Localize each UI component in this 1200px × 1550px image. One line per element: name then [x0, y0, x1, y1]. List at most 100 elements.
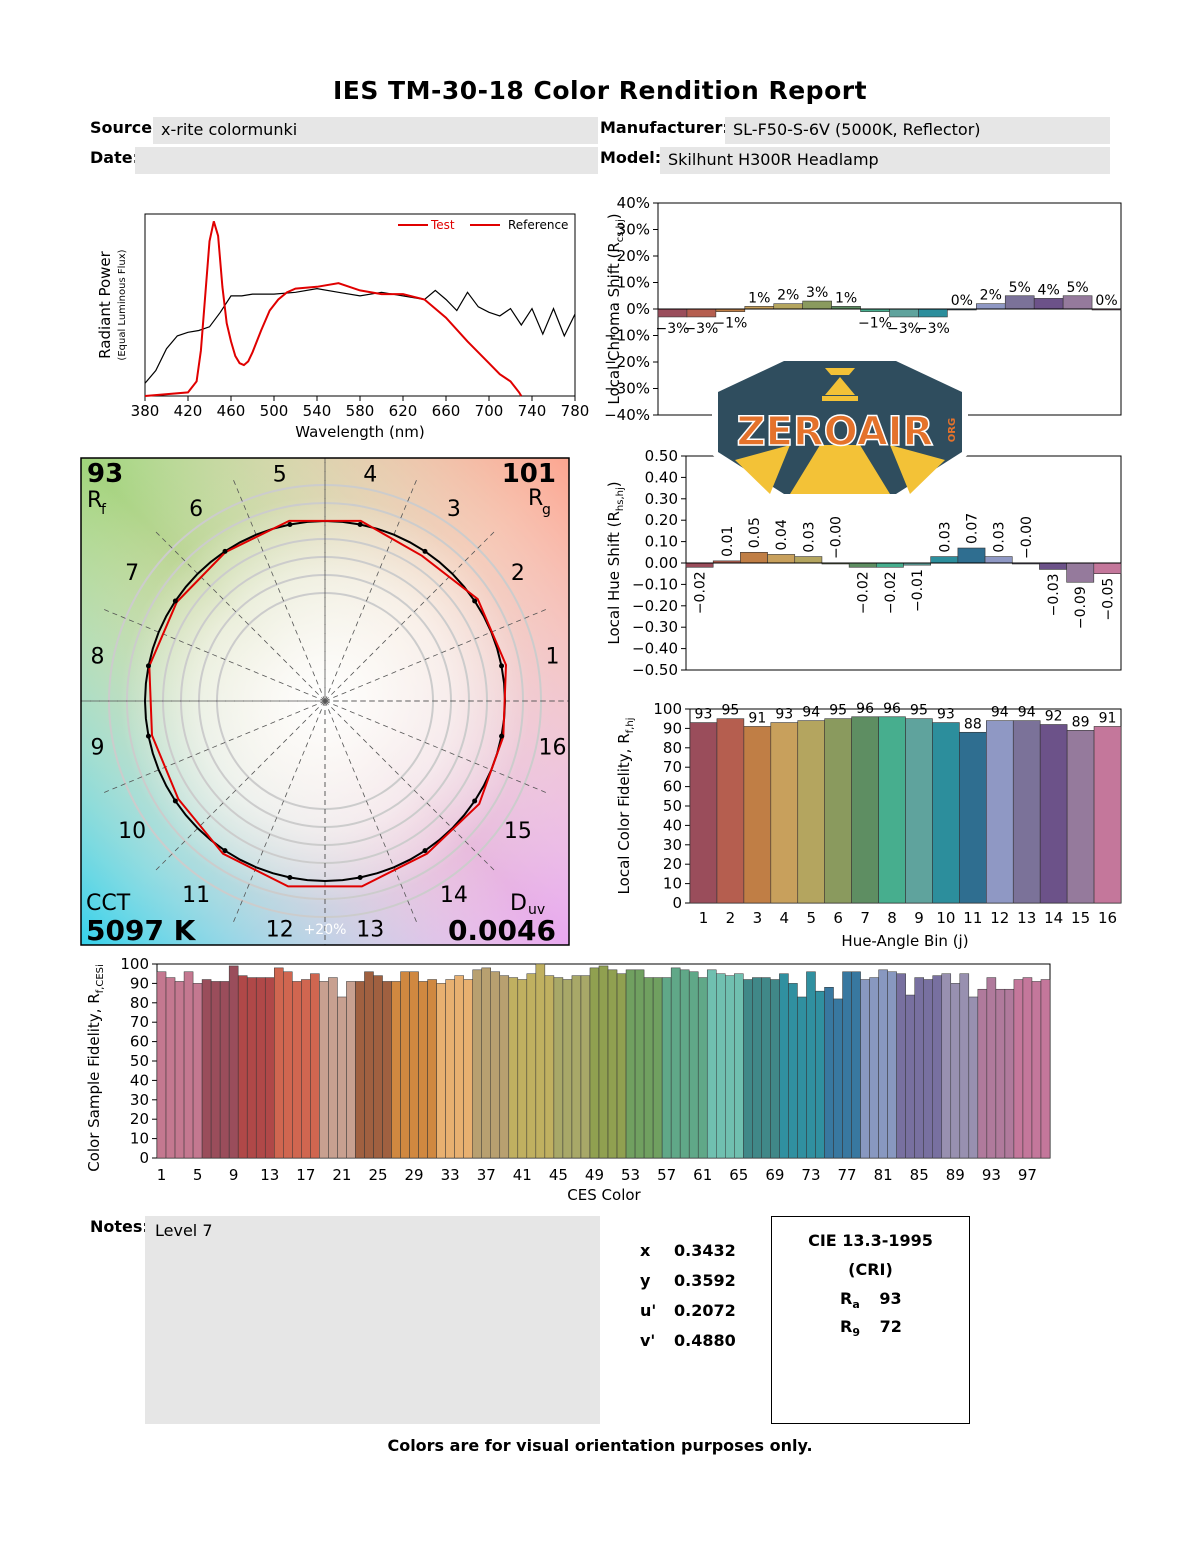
ytick-label: −0.20: [632, 597, 678, 615]
cvg-spoke: [324, 608, 547, 702]
ces-bar: [219, 981, 230, 1159]
cvg-bin-label: 8: [90, 645, 104, 670]
ces-bar: [274, 967, 284, 1159]
ces-bar: [400, 971, 410, 1159]
ces-bar: [860, 979, 870, 1159]
ces-bar: [643, 977, 654, 1159]
spd-xtick-label: 380: [131, 402, 160, 420]
bar: [1093, 726, 1122, 904]
bar-value-label: 1%: [748, 290, 770, 306]
spd-xtick-label: 580: [346, 402, 375, 420]
ces-xtick-label: 45: [549, 1166, 568, 1184]
ces-bar: [1022, 977, 1033, 1159]
ces-bar: [616, 973, 627, 1159]
ytick-label: −40%: [604, 406, 650, 424]
ces-bar: [174, 981, 185, 1159]
bar: [984, 556, 1013, 564]
cvg-bin-label: 4: [363, 462, 377, 487]
spd-xtick-label: 540: [303, 402, 332, 420]
bar: [1093, 562, 1122, 574]
xtick-label: 14: [1044, 909, 1063, 927]
ces-bar: [436, 983, 446, 1159]
ces-bar: [968, 996, 979, 1159]
ces-bar: [418, 981, 428, 1159]
cvg-reference-point: [222, 548, 228, 554]
ces-bar: [517, 979, 528, 1159]
ces-bar: [1004, 988, 1015, 1159]
cvg-bin-label: 3: [447, 497, 461, 522]
cvg-reference-point: [357, 875, 363, 881]
ytick-label: 10: [663, 875, 682, 893]
u-label: u': [640, 1301, 657, 1320]
ces-bar: [373, 975, 383, 1159]
ra-value: 93: [879, 1289, 902, 1308]
ces-bar: [355, 981, 365, 1159]
ces-bar: [427, 979, 437, 1159]
bar: [848, 562, 877, 568]
cvg-reference-point: [472, 598, 478, 604]
xtick-label: 8: [887, 909, 897, 927]
ces-bar: [319, 981, 329, 1159]
ces-bar: [210, 981, 221, 1159]
ces-bar: [526, 973, 537, 1159]
ces-xtick-label: 41: [513, 1166, 532, 1184]
bar: [1012, 720, 1041, 904]
ces-bar: [346, 981, 356, 1159]
ra-sub: a: [852, 1298, 860, 1312]
ces-bar: [761, 977, 771, 1159]
ces-bar: [706, 969, 717, 1159]
y-label: y: [640, 1271, 651, 1290]
fidelity-ylabel: Local Color Fidelity, Rf,hj: [615, 718, 636, 895]
bar: [824, 718, 852, 904]
model-field: Skilhunt H300R Headlamp: [660, 147, 1110, 174]
ytick-label: 90: [663, 719, 682, 737]
ces-bar: [264, 977, 275, 1159]
rf-sub: f: [101, 502, 107, 518]
ces-bar: [292, 981, 302, 1159]
ces-bar: [192, 983, 203, 1159]
ces-bar: [670, 967, 681, 1159]
bar-value-label: −0.01: [910, 569, 926, 612]
cvg-bin-label: 1: [546, 645, 560, 670]
cvg-scale-label: +20%: [304, 922, 347, 938]
ces-bar: [310, 973, 320, 1159]
ytick-label: 50: [663, 797, 682, 815]
ces-ytick-label: 100: [120, 955, 149, 973]
ces-ytick-label: 80: [130, 994, 149, 1012]
ces-bar: [716, 973, 726, 1159]
bar: [686, 308, 717, 318]
xtick-label: 7: [860, 909, 870, 927]
spd-ylabel: Radiant Power: [96, 250, 114, 359]
logo-road-left: [735, 445, 790, 494]
ytick-label: 0.20: [645, 511, 678, 529]
ces-bar: [697, 977, 708, 1159]
bar-value-label: 93: [775, 707, 793, 723]
ces-bar: [301, 979, 311, 1159]
bar-value-label: −0.00: [1019, 516, 1035, 559]
ces-xtick-label: 49: [585, 1166, 604, 1184]
ces-bar: [869, 977, 879, 1159]
ra-label: R: [840, 1289, 853, 1308]
bar-value-label: 93: [695, 707, 713, 723]
ces-bar: [833, 998, 843, 1159]
bar: [851, 716, 879, 904]
ces-bar: [851, 971, 861, 1159]
cvg-spoke: [324, 479, 418, 702]
bar-value-label: 95: [910, 703, 928, 719]
v-value: 0.4880: [674, 1331, 736, 1350]
date-label: Date:: [90, 148, 139, 167]
ces-bar: [454, 975, 464, 1159]
spd-xtick-label: 740: [518, 402, 547, 420]
cvg-spoke: [324, 531, 495, 702]
duv-sub: uv: [528, 902, 545, 918]
bar-value-label: 2%: [777, 288, 799, 304]
bar-value-label: 93: [937, 707, 955, 723]
ces-bar: [625, 969, 636, 1159]
cvg-reference-point: [145, 663, 151, 669]
bar-value-label: 5%: [1066, 280, 1088, 296]
rf-value: 93: [87, 459, 123, 489]
ces-bar: [941, 973, 952, 1159]
cvg-reference-point: [287, 521, 293, 527]
ces-ytick-label: 50: [130, 1052, 149, 1070]
